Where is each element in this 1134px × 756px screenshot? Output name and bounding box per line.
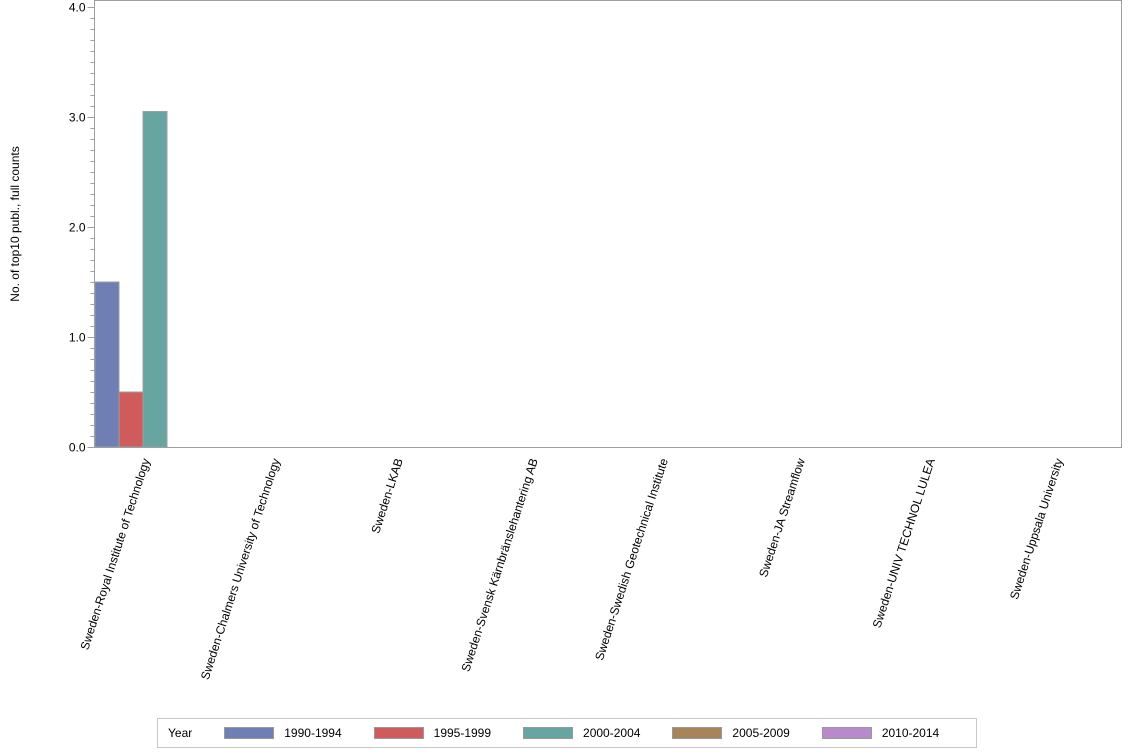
x-category-label: Sweden-Swedish Geotechnical Institute <box>592 456 671 662</box>
x-category-label: Sweden-Royal Institute of Technology <box>78 457 153 652</box>
y-tick-label: 2.0 <box>69 221 86 235</box>
plot-frame <box>94 0 1122 448</box>
x-category-label: Sweden-Svensk Kärnbränslehantering AB <box>458 457 540 674</box>
bar-1990-1994 <box>94 281 120 448</box>
y-tick-label: 1.0 <box>69 331 86 345</box>
x-category-label: Sweden-LKAB <box>368 457 405 536</box>
legend-item: 1995-1999 <box>373 726 492 740</box>
legend-label: 2010-2014 <box>881 726 940 740</box>
legend-label: 2000-2004 <box>583 726 641 740</box>
legend-item: 2000-2004 <box>523 726 640 740</box>
bar-1995-1999 <box>118 391 144 448</box>
bars <box>94 111 168 448</box>
bar-2000-2004 <box>142 111 168 448</box>
legend-swatch <box>224 727 275 739</box>
bar-chart: 0.0 1.0 2.0 3.0 4.0 Sweden-Royal Institute o… <box>8 0 1122 681</box>
plot-area <box>94 0 1122 448</box>
y-axis-title: No. of top10 publ., full counts <box>8 146 22 301</box>
x-category-label: Sweden-Chalmers University of Technology <box>198 457 283 682</box>
legend-swatch <box>373 727 424 739</box>
legend-swatch <box>672 727 723 739</box>
x-category-label: Sweden-Uppsala University <box>1007 457 1066 602</box>
legend-label: 1995-1999 <box>433 726 492 740</box>
x-axis-labels: Sweden-Royal Institute of Technology Swed… <box>78 456 1066 681</box>
legend-label: 2005-2009 <box>732 726 790 740</box>
legend-label: 1990-1994 <box>284 726 342 740</box>
legend-item: 2005-2009 <box>672 726 790 740</box>
x-category-label: Sweden-UNIV TECHNOL LULEA <box>870 457 938 630</box>
legend-swatch <box>523 727 574 739</box>
x-category-label: Sweden-JA Streamflow <box>756 456 808 579</box>
legend-swatch <box>821 727 872 739</box>
legend-item: 1990-1994 <box>224 726 342 740</box>
y-axis: 0.0 1.0 2.0 3.0 4.0 <box>69 1 95 455</box>
legend-item: 2010-2014 <box>821 726 940 740</box>
y-tick-label: 0.0 <box>69 441 86 455</box>
y-tick-label: 3.0 <box>69 111 86 125</box>
y-tick-label: 4.0 <box>69 1 86 15</box>
legend-title: Year <box>168 726 193 740</box>
legend: Year 1990-1994 1995-1999 2000-2004 2005-200… <box>157 718 977 748</box>
